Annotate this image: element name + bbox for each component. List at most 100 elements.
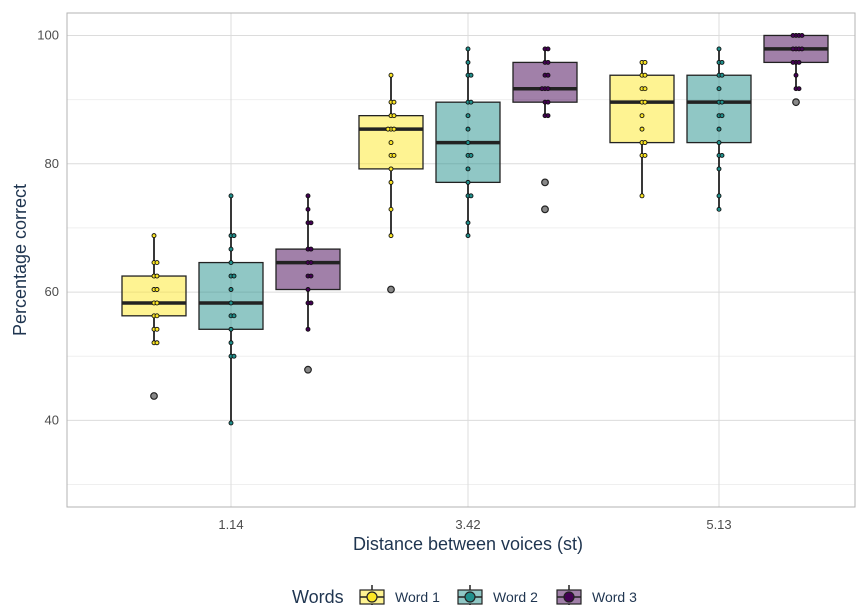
data-point <box>228 300 234 306</box>
box-word-2-0 <box>198 193 264 426</box>
outlier-point <box>541 178 549 187</box>
y-tick-label: 40 <box>45 412 59 427</box>
data-point <box>468 99 474 105</box>
data-point <box>228 340 234 346</box>
legend-title: Words <box>292 587 344 605</box>
legend-key-1 <box>359 585 385 605</box>
data-point <box>639 193 645 199</box>
data-point <box>154 326 160 332</box>
data-point <box>639 113 645 119</box>
data-point <box>719 152 725 158</box>
data-point <box>231 313 237 319</box>
data-point <box>154 340 160 346</box>
outlier-point <box>304 365 312 374</box>
y-tick-label: 80 <box>45 156 59 171</box>
grid-lines <box>67 13 855 507</box>
data-point <box>716 46 722 52</box>
data-point <box>231 233 237 239</box>
box-body <box>275 248 341 291</box>
data-point <box>228 260 234 266</box>
data-point <box>799 46 805 52</box>
data-point <box>716 140 722 146</box>
legend-key-3 <box>556 585 582 605</box>
box-body <box>609 74 675 144</box>
data-point <box>793 72 799 78</box>
y-axis-ticks: 40 60 80 100 <box>37 27 59 427</box>
data-point <box>642 140 648 146</box>
data-point <box>391 113 397 119</box>
box-word-3-0 <box>275 193 341 374</box>
data-point <box>796 86 802 92</box>
data-point <box>716 126 722 132</box>
data-point <box>391 99 397 105</box>
data-point <box>642 86 648 92</box>
data-point <box>642 59 648 65</box>
data-point <box>385 126 391 132</box>
data-point <box>231 353 237 359</box>
data-point <box>228 420 234 426</box>
data-point <box>228 246 234 252</box>
data-point <box>308 273 314 279</box>
data-point <box>719 113 725 119</box>
x-tick-label: 1.14 <box>218 517 243 532</box>
outlier-point <box>792 98 800 107</box>
box-word-3-2 <box>763 33 829 107</box>
outlier-point <box>541 205 549 214</box>
box-word-2-1 <box>435 46 501 239</box>
data-point <box>642 99 648 105</box>
legend-label: Word 1 <box>395 589 440 605</box>
data-point <box>796 59 802 65</box>
data-point <box>308 260 314 266</box>
outlier-point <box>387 285 395 294</box>
data-point <box>388 206 394 212</box>
y-tick-label: 60 <box>45 284 59 299</box>
data-point <box>465 220 471 226</box>
data-point <box>790 33 796 38</box>
data-point <box>154 260 160 266</box>
data-point <box>154 287 160 292</box>
data-point <box>716 206 722 212</box>
data-point <box>719 59 725 65</box>
box-word-1-1 <box>358 72 424 294</box>
box-series <box>121 33 829 426</box>
data-point <box>308 220 314 226</box>
legend-key-point <box>563 591 575 603</box>
data-point <box>468 193 474 199</box>
data-point <box>716 193 722 199</box>
box-word-1-2 <box>609 59 675 199</box>
data-point <box>465 140 471 146</box>
data-point <box>391 152 397 158</box>
box-body <box>121 275 187 317</box>
data-point <box>465 46 471 52</box>
data-point <box>391 126 397 132</box>
legend-label: Word 2 <box>493 589 538 605</box>
data-point <box>465 179 471 185</box>
data-point <box>545 46 551 52</box>
data-point <box>790 46 796 52</box>
plot-border <box>66 12 856 508</box>
data-point <box>642 152 648 158</box>
data-point <box>388 72 394 78</box>
data-point <box>228 287 234 292</box>
y-axis-title: Percentage correct <box>10 184 30 336</box>
legend-key-point <box>464 591 476 603</box>
data-point <box>545 86 551 92</box>
data-point <box>151 233 157 239</box>
data-point <box>465 233 471 239</box>
box-word-1-0 <box>121 233 187 400</box>
data-point <box>231 273 237 279</box>
data-point <box>719 72 725 78</box>
data-point <box>154 300 160 306</box>
x-tick-label: 5.13 <box>706 517 731 532</box>
data-point <box>228 326 234 332</box>
data-point <box>388 179 394 185</box>
data-point <box>545 99 551 105</box>
data-point <box>468 72 474 78</box>
data-point <box>642 72 648 78</box>
data-point <box>716 86 722 92</box>
data-point <box>545 113 551 119</box>
data-point <box>790 59 796 65</box>
data-point <box>719 99 725 105</box>
data-point <box>545 59 551 65</box>
data-point <box>799 33 805 38</box>
